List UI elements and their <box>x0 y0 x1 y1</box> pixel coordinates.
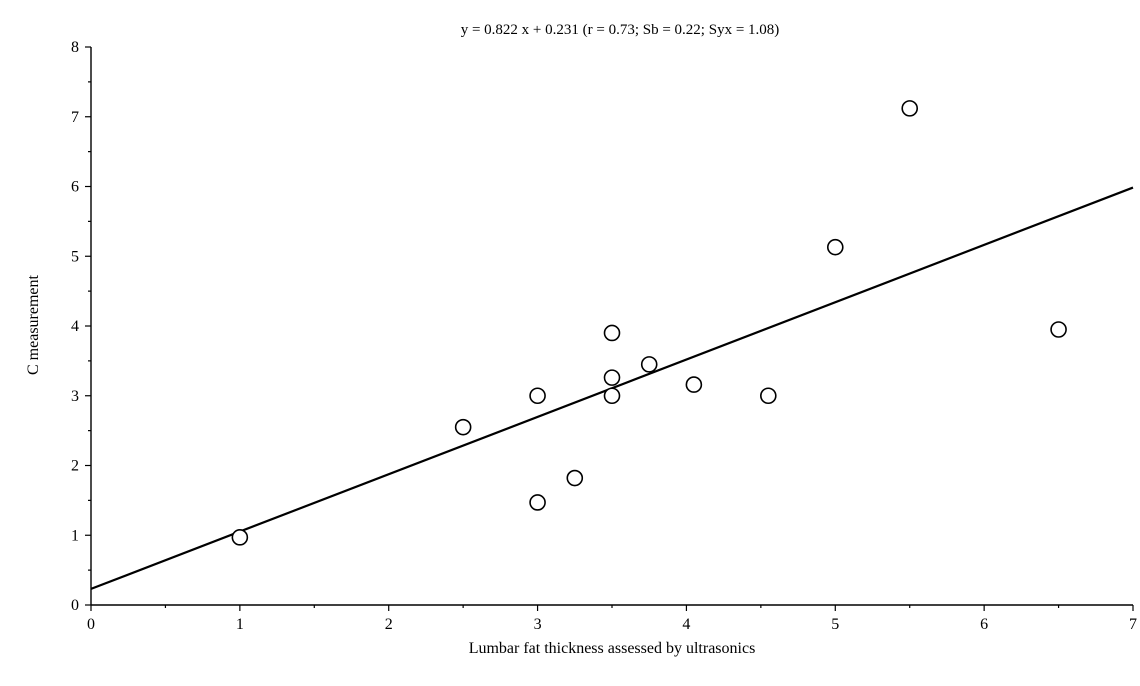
x-tick-label: 4 <box>682 616 690 633</box>
data-point <box>901 100 919 117</box>
data-points <box>231 100 1067 546</box>
data-point <box>566 469 584 487</box>
data-point <box>231 529 249 546</box>
chart-title: y = 0.822 x + 0.231 (r = 0.73; Sb = 0.22… <box>461 22 780 38</box>
y-tick-label: 0 <box>71 597 79 614</box>
y-tick-label: 3 <box>71 388 79 405</box>
x-tick-label: 3 <box>534 616 542 633</box>
x-tick-label: 1 <box>236 616 244 633</box>
data-point <box>603 369 621 386</box>
x-tick-label: 6 <box>980 616 988 633</box>
y-tick-label: 2 <box>71 458 79 475</box>
data-point <box>529 494 546 511</box>
x-axis-ticks: 0 1 2 3 4 5 6 7 <box>87 605 1137 633</box>
y-axis-ticks: 0 1 2 3 4 5 6 7 8 <box>71 39 91 614</box>
x-axis-label: Lumbar fat thickness assessed by ultraso… <box>469 640 756 657</box>
y-tick-label: 5 <box>71 248 79 265</box>
y-tick-label: 7 <box>71 109 79 126</box>
data-point <box>759 387 777 405</box>
data-point <box>529 387 546 405</box>
data-point <box>685 376 703 393</box>
x-tick-label: 5 <box>831 616 839 633</box>
data-point <box>640 356 658 373</box>
x-tick-label: 0 <box>87 616 95 633</box>
y-tick-label: 1 <box>71 527 79 544</box>
y-tick-label: 6 <box>71 179 79 196</box>
data-point <box>603 324 621 342</box>
x-tick-label: 7 <box>1129 616 1137 633</box>
data-point <box>1050 321 1067 338</box>
y-tick-label: 8 <box>71 39 79 56</box>
data-point <box>826 238 844 256</box>
y-tick-label: 4 <box>71 318 79 335</box>
data-point <box>454 418 472 436</box>
data-point <box>603 387 621 405</box>
x-tick-label: 2 <box>385 616 393 633</box>
y-axis-label: C measurement <box>25 274 42 375</box>
